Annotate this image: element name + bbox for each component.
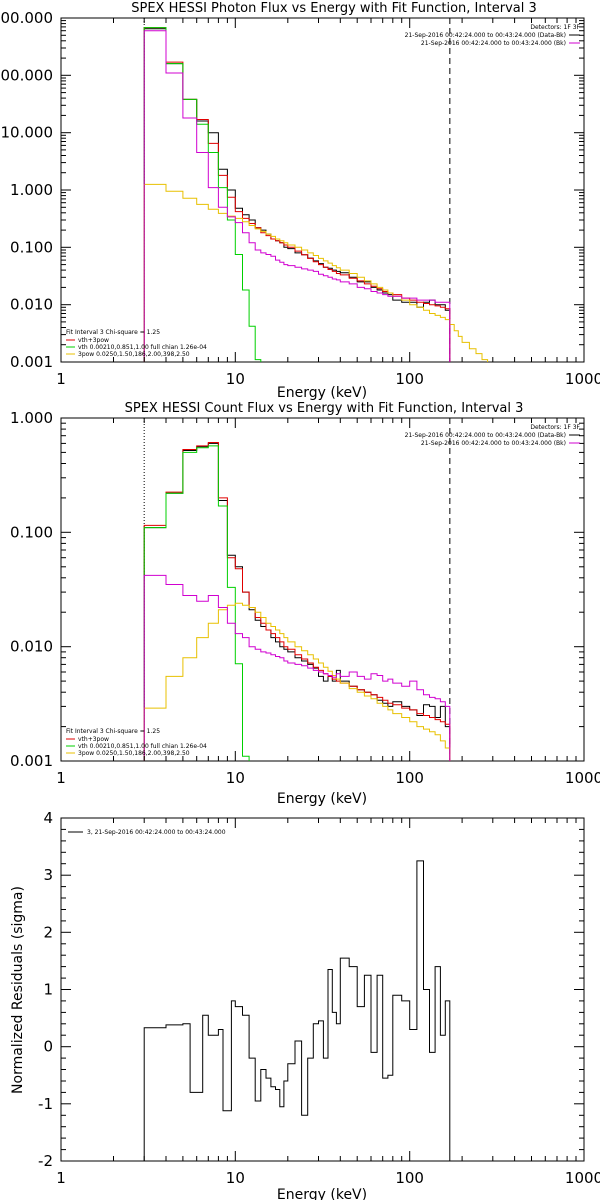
photon-ticks-group: 1 10 100 1000 0.001 0.010 0.100 1.000 10.000 100.… — [0, 9, 600, 388]
photon-plot-frame — [60, 17, 585, 363]
y-tick-label: 1 — [43, 981, 53, 999]
x-tick-label: 10 — [226, 769, 245, 787]
residuals-y-axis-label: Normalized Residuals (sigma) — [10, 886, 26, 1094]
residuals-plot-frame — [60, 817, 585, 1162]
y-tick-label: 1.000 — [10, 181, 53, 199]
residuals-ticks-group: 1 10 100 1000 -2 -1 0 1 2 3 4 — [38, 809, 600, 1187]
photon-x-axis-label: Energy (keV) — [277, 385, 367, 401]
series-yellow-line — [143, 602, 451, 761]
y-tick-label: 0.100 — [10, 523, 53, 541]
x-tick-label: 1000 — [565, 769, 600, 787]
residuals-legend-label: 3, 21-Sep-2016 00:42:24.000 to 00:43:24.… — [87, 829, 226, 836]
count-panel-title: SPEX HESSI Count Flux vs Energy with Fit… — [125, 401, 524, 416]
series-red-line — [143, 27, 451, 362]
x-tick-label: 1 — [56, 370, 66, 388]
photon-legend-bk: 21-Sep-2016 00:42:24.000 to 00:43:24.000… — [421, 40, 566, 47]
series-red-line — [143, 442, 451, 761]
y-tick-label: 4 — [43, 809, 53, 827]
y-tick-label: 0 — [43, 1038, 53, 1056]
y-tick-label: 1.000 — [10, 409, 53, 427]
count-legend-bk: 21-Sep-2016 00:42:24.000 to 00:43:24.000… — [421, 440, 566, 447]
series-black-line — [143, 28, 451, 362]
y-tick-label: 0.001 — [10, 752, 53, 770]
x-tick-label: 1 — [56, 1169, 66, 1187]
count-legend-detectors: Detectors: 1F 3F — [530, 424, 580, 431]
y-tick-label: 10.000 — [1, 124, 54, 142]
x-tick-label: 100 — [395, 370, 424, 388]
x-tick-label: 1000 — [565, 1169, 600, 1187]
y-tick-label: 100.000 — [0, 66, 53, 84]
y-tick-label: 0.001 — [10, 353, 53, 371]
y-tick-label: 3 — [43, 866, 53, 884]
x-tick-label: 1 — [56, 769, 66, 787]
x-tick-label: 100 — [395, 1169, 424, 1187]
series-green-line — [143, 445, 250, 761]
count-fit-legend-vth3pow: vth+3pow — [78, 736, 109, 743]
residuals-panel: 1 10 100 1000 -2 -1 0 1 2 3 4 3, 21-Sep-2016 00:42… — [10, 809, 600, 1200]
photon-fit-legend-vth3pow: vth+3pow — [78, 337, 109, 344]
residuals-series-group — [143, 860, 451, 1161]
count-fit-legend-header: Fit Interval 3 Chi-square = 1.25 — [66, 728, 160, 735]
x-tick-label: 10 — [226, 1169, 245, 1187]
count-fit-legend-3pow: 3pow 0.0250,1.50,186,2.00,398,2.50 — [78, 750, 190, 757]
count-fit-legend-vth: vth 0.00210,0.851,1.00 full chian 1.26e-… — [78, 743, 207, 750]
count-ticks-group: 1 10 100 1000 0.001 0.010 0.100 1.000 — [10, 409, 600, 787]
x-tick-label: 100 — [395, 769, 424, 787]
y-tick-label: -2 — [38, 1152, 53, 1170]
photon-fit-legend-vth: vth 0.00210,0.851,1.00 full chian 1.26e-… — [78, 344, 207, 351]
photon-fit-legend-header: Fit Interval 3 Chi-square = 1.25 — [66, 329, 160, 336]
x-tick-label: 10 — [226, 370, 245, 388]
photon-legend-detectors: Detectors: 1F 3F — [530, 24, 580, 31]
count-legend-data-bk: 21-Sep-2016 00:42:24.000 to 00:43:24.000… — [405, 432, 566, 439]
series-green-line — [143, 27, 262, 362]
y-tick-label: -1 — [38, 1095, 53, 1113]
y-tick-label: 2 — [43, 923, 53, 941]
residuals-x-axis-label: Energy (keV) — [277, 1187, 367, 1200]
photon-series-group — [143, 18, 489, 362]
y-tick-label: 1000.000 — [0, 9, 53, 27]
series-black-line — [143, 860, 451, 1161]
y-tick-label: 0.100 — [10, 238, 53, 256]
count-flux-panel: SPEX HESSI Count Flux vs Energy with Fit… — [10, 401, 600, 807]
series-magenta-line — [143, 30, 451, 362]
count-x-axis-label: Energy (keV) — [277, 791, 367, 807]
count-plot-frame — [60, 417, 585, 762]
y-tick-label: 0.010 — [10, 296, 53, 314]
x-tick-label: 1000 — [565, 370, 600, 388]
series-yellow-line — [143, 183, 489, 362]
photon-fit-legend-3pow: 3pow 0.0250,1.50,186,2.00,398,2.50 — [78, 351, 190, 358]
y-tick-label: 0.010 — [10, 638, 53, 656]
series-black-line — [143, 442, 451, 761]
photon-legend-data-bk: 21-Sep-2016 00:42:24.000 to 00:43:24.000… — [405, 32, 566, 39]
photon-flux-panel: SPEX HESSI Photon Flux vs Energy with Fi… — [0, 1, 600, 401]
count-series-group — [143, 418, 451, 761]
series-magenta-line — [143, 574, 451, 761]
photon-panel-title: SPEX HESSI Photon Flux vs Energy with Fi… — [131, 1, 537, 16]
